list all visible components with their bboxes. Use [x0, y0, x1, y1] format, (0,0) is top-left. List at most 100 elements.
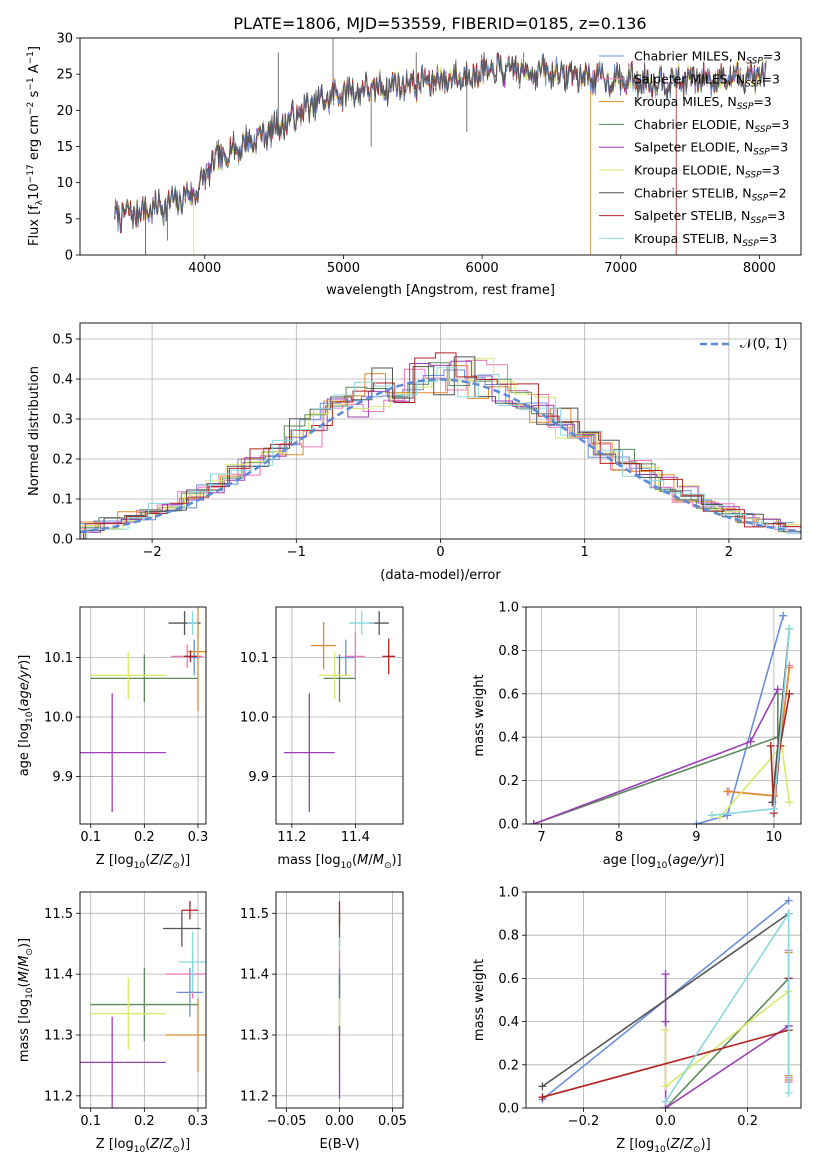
y-axis-label-part: −17 [26, 164, 36, 183]
weight-marker [692, 820, 701, 824]
x-axis-label-part: Z [ [96, 853, 114, 868]
x-axis-label-part: )] [180, 853, 190, 868]
x-axis-label-part: / [680, 1137, 685, 1152]
x-axis-label-part: M [357, 853, 368, 868]
panel-spectrum: 4000 5000 6000 7000 8000 0 5 10 15 20 25 30 waveleng… [26, 32, 802, 298]
axes-frame [79, 891, 207, 1109]
y-axis-label-part: age/yr [17, 663, 32, 706]
errorbar-point [283, 693, 335, 813]
y-axis-label-part: M [17, 971, 32, 982]
legend: 𝒩(0, 1) [700, 337, 787, 352]
weight-marker [661, 1097, 670, 1106]
x-tick-label: 0.0 [655, 1114, 676, 1129]
weight-marker [661, 970, 670, 979]
y-tick-label: 0.6 [498, 972, 519, 987]
y-axis-label: mass weight [472, 674, 487, 756]
x-axis-label-part: Z [149, 1137, 160, 1152]
legend-label-main: Salpeter STELIB, N [634, 208, 750, 223]
y-tick-label: 1.0 [498, 601, 519, 616]
axes-frame [525, 606, 802, 825]
y-tick-label: 30 [56, 32, 73, 47]
x-axis-label-part: ( [145, 853, 150, 868]
errorbar-point [184, 650, 197, 663]
spectrum-line-chabrier-stelib [114, 52, 767, 234]
y-tick-label: 0.4 [52, 373, 73, 388]
legend-label: Chabrier STELIB, NSSP=2 [634, 185, 787, 203]
panel-mass_vs_Z: 0.1 0.2 0.311.211.311.411.5Z [log10(Z/Z⊙)]… [17, 891, 209, 1155]
axes-frame [79, 37, 802, 256]
weight-marker [661, 1026, 670, 1035]
legend-label-tail: =3 [770, 140, 788, 155]
legend-label-tail: =3 [753, 94, 771, 109]
y-tick-label: 9.9 [52, 770, 73, 785]
y-axis-label-part: λ [35, 199, 45, 205]
legend-label-tail: =3 [762, 71, 780, 86]
x-axis-label-part: )] [180, 1137, 190, 1152]
axes-frame [275, 606, 404, 825]
y-axis-label-part: log [17, 999, 32, 1019]
weight-line-chabrier-elodie [665, 977, 790, 1108]
y-tick-label: 5 [65, 212, 73, 227]
x-tick-label: 0 [436, 545, 444, 560]
errorbar-point [90, 977, 166, 1051]
y-axis-label-part: )] [17, 655, 32, 665]
y-tick-label: 15 [56, 140, 73, 155]
errorbar-point [349, 611, 375, 635]
legend-label: Kroupa ELODIE, NSSP=3 [634, 163, 780, 181]
panel-age_vs_Z: 0.1 0.2 0.39.910.010.1Z [log10(Z/Z⊙)]age [… [17, 606, 208, 871]
legend-label-main: Chabrier STELIB, N [634, 185, 752, 200]
weight-marker [785, 689, 794, 698]
legend-label-main: Chabrier MILES, N [634, 49, 746, 64]
y-tick-label: 0.4 [498, 731, 519, 746]
y-axis-label-part: ⊙ [25, 948, 35, 956]
weight-marker [769, 804, 778, 813]
x-axis-label-part: ( [352, 853, 357, 868]
legend-label-tail: =2 [768, 185, 786, 200]
x-tick-label: 2 [725, 545, 733, 560]
y-tick-label: 11.4 [240, 968, 269, 983]
y-tick-label: 10 [56, 176, 73, 191]
x-tick-label: 11.4 [341, 830, 370, 845]
errorbar-point [345, 632, 365, 681]
x-axis-label: (data-model)/error [380, 568, 501, 583]
y-tick-label: 11.4 [44, 968, 73, 983]
x-tick-label: 7000 [604, 261, 637, 276]
y-tick-label: 25 [56, 68, 73, 83]
x-axis-label-part: / [159, 853, 164, 868]
errorbar-point [323, 654, 356, 703]
errorbar-point [187, 611, 198, 635]
x-tick-label: 0.1 [80, 830, 101, 845]
y-axis-label-part: s [27, 90, 42, 101]
weight-marker [785, 624, 794, 633]
y-axis-label-part: −1 [26, 51, 36, 64]
y-tick-label: 10.1 [44, 651, 73, 666]
legend-label-sub: SSP [746, 57, 763, 67]
histogram-chabrier-stelib [83, 356, 801, 539]
x-tick-label: 0.3 [188, 1114, 209, 1129]
x-tick-label: 5000 [327, 261, 360, 276]
x-tick-label: 4000 [188, 261, 221, 276]
legend-label-tail: =3 [767, 208, 785, 223]
legend-label-main: Kroupa ELODIE, N [634, 163, 745, 178]
y-axis-label: mass [log10(M/M⊙)] [17, 938, 35, 1062]
x-axis-label-part: ⊙ [172, 861, 180, 871]
y-tick-label: 0.4 [498, 1015, 519, 1030]
y-axis-label-part: Flux [f [27, 205, 42, 246]
legend-label: Salpeter STELIB, NSSP=3 [634, 208, 785, 226]
y-tick-label: 11.3 [240, 1028, 269, 1043]
y-tick-label: 0.3 [52, 413, 73, 428]
legend-label: 𝒩(0, 1) [740, 337, 787, 352]
y-tick-label: 0.0 [498, 818, 519, 833]
x-axis-label-part: ( [666, 1137, 671, 1152]
legend-label-tail: =3 [759, 231, 777, 246]
errorbar-point [310, 621, 337, 670]
y-axis-label: Normed distribution [27, 366, 42, 496]
errorbar-point [80, 1016, 166, 1108]
legend-label: Kroupa MILES, NSSP=3 [634, 94, 772, 112]
legend-label-main: Chabrier ELODIE, N [634, 117, 754, 132]
x-axis-label-part: ( [667, 853, 672, 868]
x-axis-label-part: Z [163, 1137, 174, 1152]
x-axis-label-part: log [321, 853, 341, 868]
